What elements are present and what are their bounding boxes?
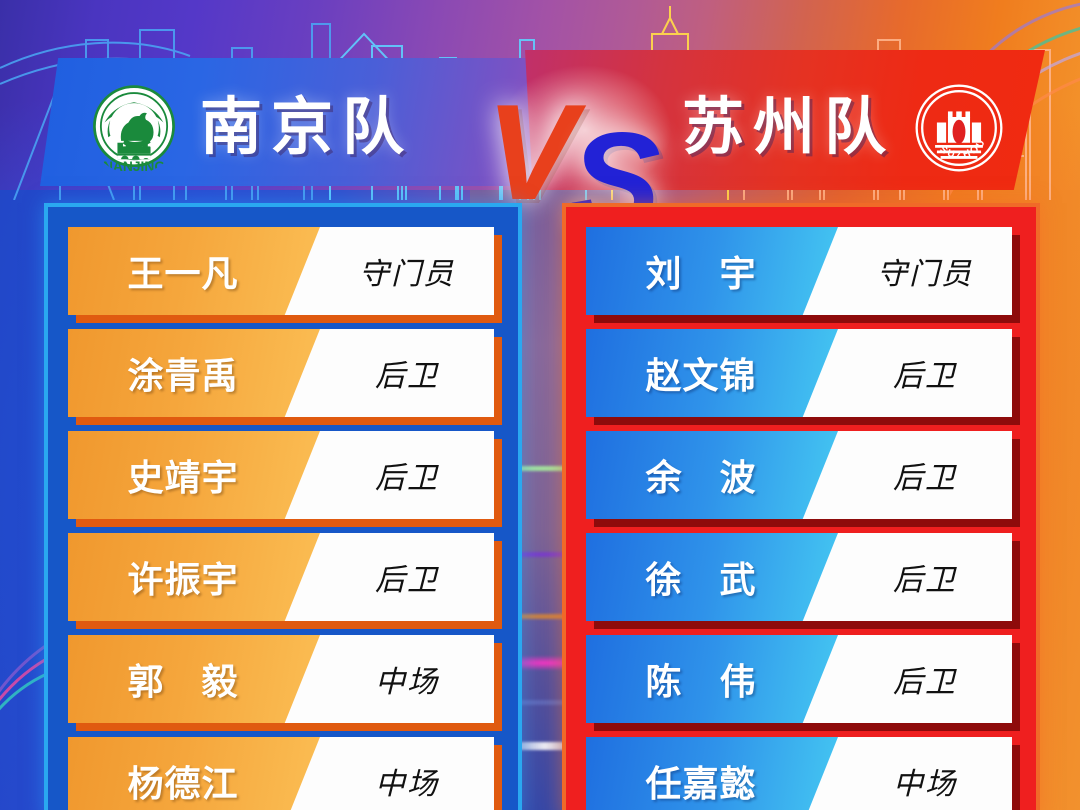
player-position-block: 后卫: [320, 533, 494, 621]
player-name-block: 刘 宇: [586, 227, 838, 315]
player-name-block: 徐 武: [586, 533, 838, 621]
player-name: 许振宇: [127, 559, 239, 600]
row-card: 陈 伟 后卫: [586, 635, 1012, 723]
roster-row[interactable]: 许振宇 后卫: [68, 533, 502, 629]
roster-row[interactable]: 徐 武 后卫: [586, 533, 1020, 629]
roster-row[interactable]: 任嘉懿 中场: [586, 737, 1020, 810]
roster-row[interactable]: 刘 宇 守门员: [586, 227, 1020, 323]
player-name: 陈 伟: [645, 661, 757, 702]
player-name: 赵文锦: [645, 355, 757, 396]
player-position-block: 后卫: [838, 329, 1012, 417]
player-name-block: 王一凡: [68, 227, 320, 315]
player-position: 守门员: [877, 258, 973, 291]
player-name: 杨德江: [127, 763, 239, 804]
row-card: 杨德江 中场: [68, 737, 494, 810]
light-streak: [470, 614, 620, 619]
row-card: 任嘉懿 中场: [586, 737, 1012, 810]
player-position: 后卫: [893, 564, 957, 597]
player-position: 后卫: [893, 666, 957, 699]
roster-row[interactable]: 郭 毅 中场: [68, 635, 502, 731]
roster-row[interactable]: 史靖宇 后卫: [68, 431, 502, 527]
player-position-block: 守门员: [838, 227, 1012, 315]
away-roster-list: 刘 宇 守门员 赵文锦 后卫: [586, 227, 1020, 810]
light-streak: [470, 700, 620, 705]
nanjing-logo: NANJING: [93, 85, 175, 174]
roster-row[interactable]: 王一凡 守门员: [68, 227, 502, 323]
player-name: 余 波: [645, 457, 757, 498]
player-position: 后卫: [375, 564, 439, 597]
row-card: 史靖宇 后卫: [68, 431, 494, 519]
away-team-name: 苏州队: [681, 93, 895, 162]
player-position-block: 中场: [838, 737, 1012, 810]
light-streak: [470, 466, 620, 471]
player-name: 涂青禹: [127, 355, 239, 396]
light-streak: [470, 552, 620, 557]
home-team-name: 南京队: [200, 93, 414, 162]
player-name-block: 许振宇: [68, 533, 320, 621]
roster-row[interactable]: 杨德江 中场: [68, 737, 502, 810]
row-card: 郭 毅 中场: [68, 635, 494, 723]
player-position: 中场: [375, 768, 439, 801]
match-header-banner: NANJING 南京队 V S 苏州队 SUZHOU: [40, 40, 1045, 248]
roster-row[interactable]: 陈 伟 后卫: [586, 635, 1020, 731]
home-roster-panel: 王一凡 守门员 涂青禹 后卫: [44, 203, 522, 810]
player-name: 徐 武: [645, 559, 757, 600]
player-name: 史靖宇: [127, 457, 239, 498]
roster-row[interactable]: 赵文锦 后卫: [586, 329, 1020, 425]
player-name-block: 郭 毅: [68, 635, 320, 723]
suzhou-logo: SUZHOU: [915, 84, 1003, 172]
roster-row[interactable]: 涂青禹 后卫: [68, 329, 502, 425]
light-streak: [470, 742, 620, 750]
player-position-block: 后卫: [320, 431, 494, 519]
row-card: 余 波 后卫: [586, 431, 1012, 519]
row-card: 刘 宇 守门员: [586, 227, 1012, 315]
vs-letter-v: V: [486, 76, 577, 228]
player-position-block: 守门员: [320, 227, 494, 315]
player-position: 中场: [375, 666, 439, 699]
player-position-block: 中场: [320, 635, 494, 723]
nanjing-logo-text: NANJING: [103, 159, 165, 174]
row-card: 涂青禹 后卫: [68, 329, 494, 417]
player-position: 守门员: [359, 258, 455, 291]
row-card: 王一凡 守门员: [68, 227, 494, 315]
player-position-block: 中场: [320, 737, 494, 810]
row-card: 徐 武 后卫: [586, 533, 1012, 621]
player-name: 王一凡: [127, 253, 239, 294]
player-position-block: 后卫: [838, 431, 1012, 519]
player-position: 后卫: [893, 462, 957, 495]
player-position: 后卫: [893, 360, 957, 393]
player-position: 后卫: [375, 360, 439, 393]
player-name: 郭 毅: [127, 661, 239, 702]
banner-center-glow: [470, 40, 700, 220]
player-position: 中场: [893, 768, 957, 801]
player-name-block: 涂青禹: [68, 329, 320, 417]
player-name: 刘 宇: [645, 253, 757, 294]
player-name-block: 任嘉懿: [586, 737, 838, 810]
player-position-block: 后卫: [320, 329, 494, 417]
player-position-block: 后卫: [838, 533, 1012, 621]
player-name-block: 陈 伟: [586, 635, 838, 723]
player-name-block: 史靖宇: [68, 431, 320, 519]
player-name-block: 杨德江: [68, 737, 320, 810]
player-name-block: 余 波: [586, 431, 838, 519]
home-roster-list: 王一凡 守门员 涂青禹 后卫: [68, 227, 502, 810]
player-name: 任嘉懿: [645, 763, 757, 804]
roster-row[interactable]: 余 波 后卫: [586, 431, 1020, 527]
player-position: 后卫: [375, 462, 439, 495]
player-position-block: 后卫: [838, 635, 1012, 723]
player-name-block: 赵文锦: [586, 329, 838, 417]
away-roster-panel: 刘 宇 守门员 赵文锦 后卫: [562, 203, 1040, 810]
row-card: 赵文锦 后卫: [586, 329, 1012, 417]
row-card: 许振宇 后卫: [68, 533, 494, 621]
